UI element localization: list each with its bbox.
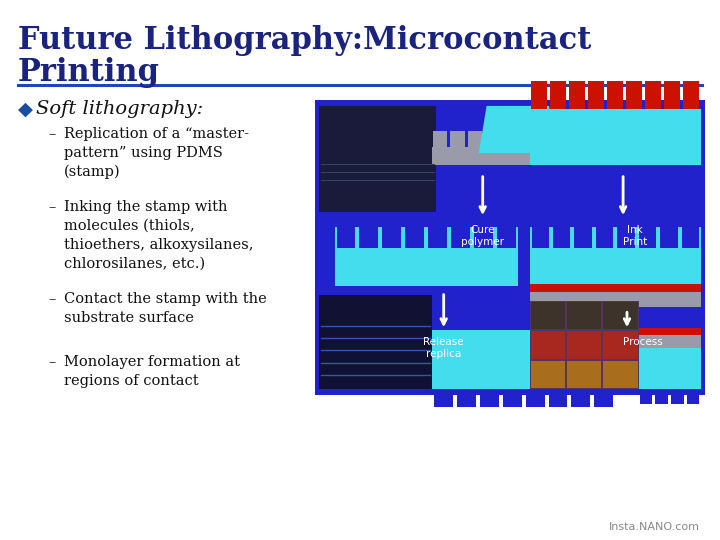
Text: Future Lithography:Microcontact: Future Lithography:Microcontact <box>18 25 591 56</box>
Bar <box>655 389 668 404</box>
Bar <box>686 389 699 404</box>
Text: –: – <box>48 200 55 214</box>
Bar <box>315 100 705 395</box>
Bar <box>683 81 699 109</box>
Bar <box>457 389 476 407</box>
Bar <box>359 227 378 247</box>
Text: Printing: Printing <box>18 57 160 88</box>
Bar <box>567 361 601 388</box>
Bar <box>531 227 549 247</box>
Bar <box>497 227 516 247</box>
Bar <box>474 227 493 247</box>
Bar <box>639 328 701 334</box>
Text: Ink
Print: Ink Print <box>623 225 647 247</box>
Bar <box>468 131 482 147</box>
Bar <box>682 227 699 247</box>
Text: Monolayer formation at
regions of contact: Monolayer formation at regions of contac… <box>64 355 240 388</box>
Bar <box>529 227 701 286</box>
Bar <box>382 227 401 247</box>
Bar <box>485 131 500 147</box>
Text: Cure
polymer: Cure polymer <box>462 225 504 247</box>
Bar <box>335 227 518 286</box>
Bar <box>529 292 701 307</box>
Text: Inking the stamp with
molecules (thiols,
thioethers, alkoxysilanes,
chlorosilane: Inking the stamp with molecules (thiols,… <box>64 200 253 271</box>
Bar <box>529 109 701 165</box>
Bar <box>588 81 604 109</box>
Bar <box>529 301 639 389</box>
Bar <box>549 81 566 109</box>
Bar <box>336 227 356 247</box>
Text: –: – <box>48 127 55 141</box>
Bar <box>319 106 436 212</box>
Bar <box>645 81 661 109</box>
Bar <box>664 81 680 109</box>
Bar <box>432 147 588 165</box>
Bar <box>603 361 638 388</box>
Text: –: – <box>48 292 55 306</box>
Bar <box>572 389 590 407</box>
Bar <box>639 227 656 247</box>
Bar <box>567 302 601 329</box>
Bar <box>660 227 678 247</box>
Text: Insta.NANO.com: Insta.NANO.com <box>609 522 700 532</box>
Bar <box>537 131 552 147</box>
Bar <box>480 389 499 407</box>
Bar <box>503 389 522 407</box>
Text: Soft lithography:: Soft lithography: <box>36 100 203 118</box>
Bar <box>451 227 470 247</box>
Bar <box>567 331 601 359</box>
Bar <box>596 227 613 247</box>
Bar <box>433 131 447 147</box>
Bar <box>572 131 586 147</box>
Bar <box>434 389 453 407</box>
Bar <box>595 389 613 407</box>
Text: Replication of a “master-
pattern” using PDMS
(stamp): Replication of a “master- pattern” using… <box>64 127 249 179</box>
Bar <box>432 330 616 389</box>
Bar <box>531 331 565 359</box>
Bar <box>607 81 623 109</box>
Bar <box>531 81 546 109</box>
Bar <box>526 389 544 407</box>
Text: ◆: ◆ <box>18 100 33 119</box>
Bar <box>639 389 652 404</box>
Bar <box>319 295 432 389</box>
Bar <box>405 227 424 247</box>
Bar <box>569 81 585 109</box>
Bar <box>520 131 534 147</box>
Bar <box>549 389 567 407</box>
Bar <box>428 227 447 247</box>
Bar <box>554 131 569 147</box>
Bar <box>639 334 701 348</box>
Text: Release
replica: Release replica <box>423 338 464 359</box>
Bar <box>617 227 635 247</box>
Bar <box>531 302 565 329</box>
Bar <box>626 81 642 109</box>
Polygon shape <box>479 106 557 153</box>
Bar <box>503 131 517 147</box>
Bar <box>450 131 464 147</box>
Text: Process: Process <box>623 338 662 347</box>
Bar <box>531 361 565 388</box>
Bar <box>671 389 683 404</box>
Bar <box>575 227 592 247</box>
Text: Contact the stamp with the
substrate surface: Contact the stamp with the substrate sur… <box>64 292 266 325</box>
Bar <box>603 331 638 359</box>
Bar <box>529 285 701 292</box>
Bar <box>603 302 638 329</box>
Bar <box>553 227 570 247</box>
Bar <box>639 330 701 389</box>
Text: –: – <box>48 355 55 369</box>
